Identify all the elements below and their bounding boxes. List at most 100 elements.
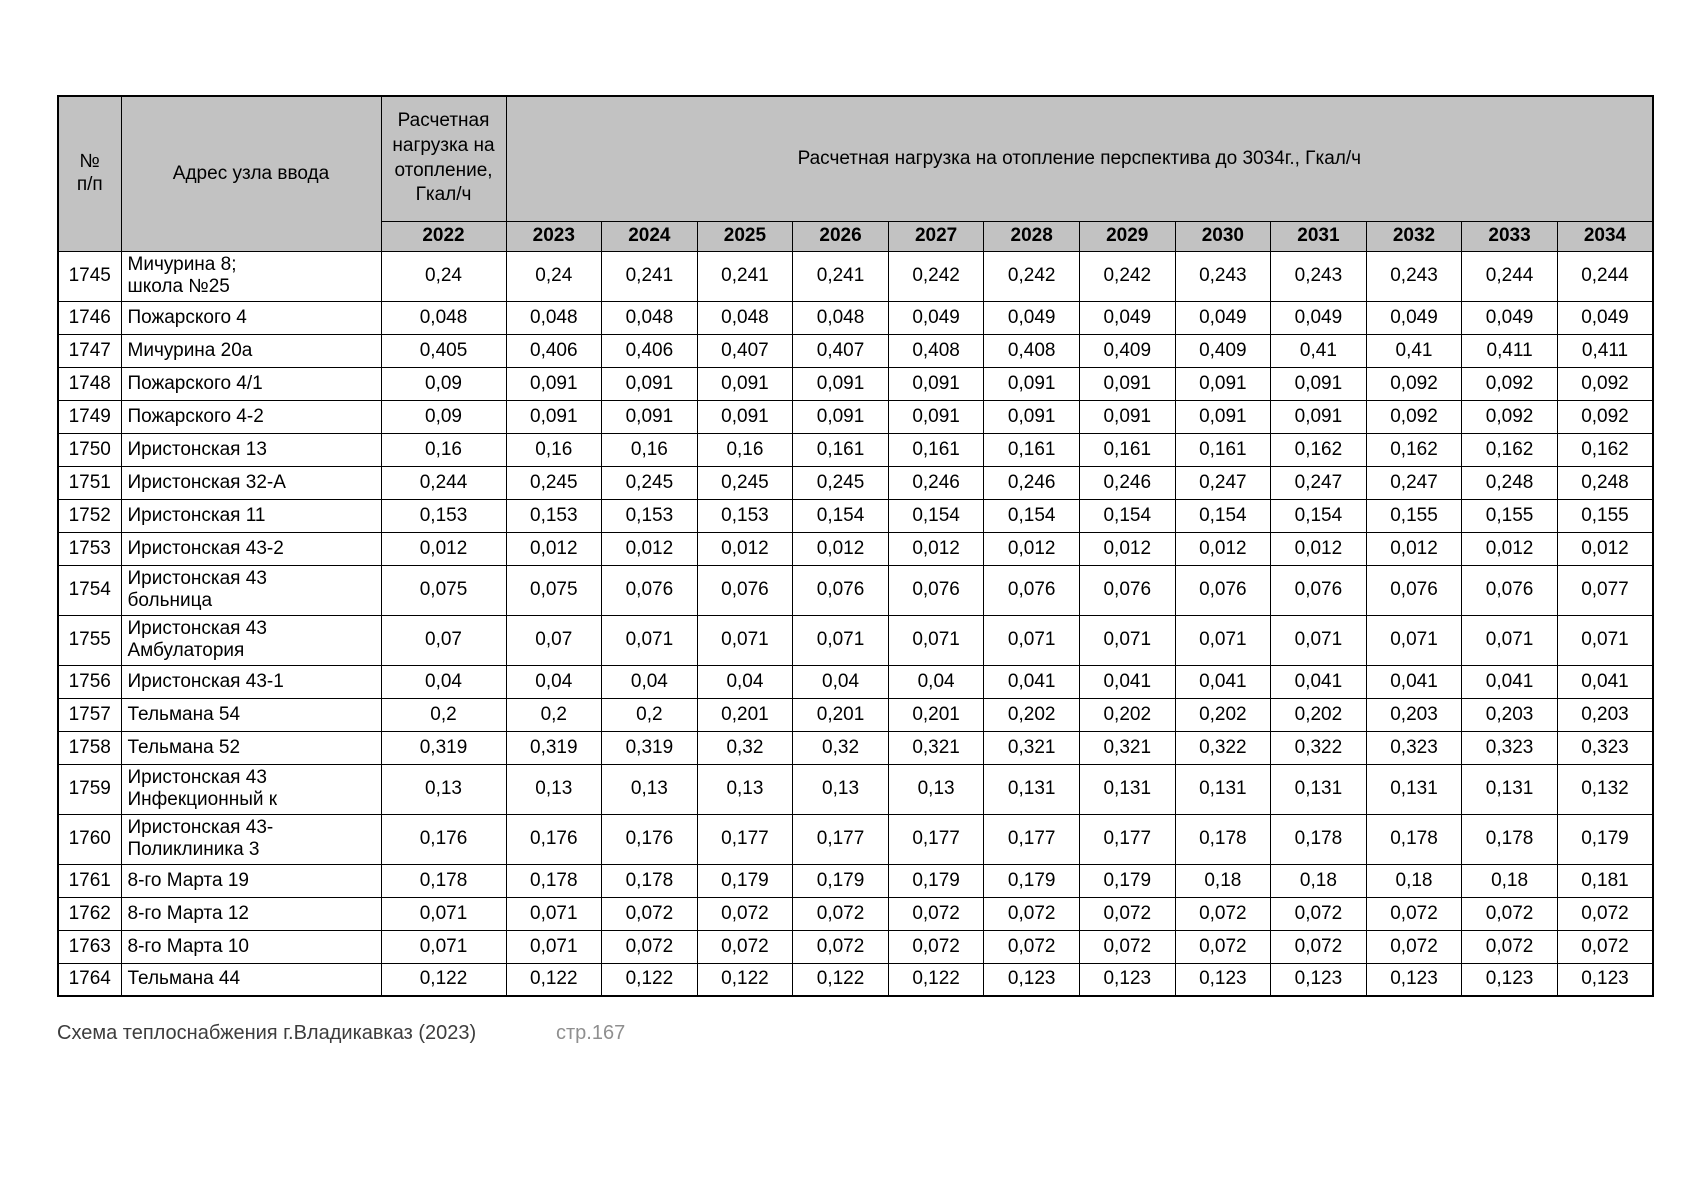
value-cell: 0,049 — [1270, 300, 1367, 335]
value-cell: 0,072 — [1270, 929, 1367, 964]
value-cell: 0,091 — [887, 366, 985, 401]
value-cell: 0,048 — [792, 300, 889, 335]
year-header: 2023 — [505, 220, 603, 252]
value-cell: 0,122 — [887, 962, 985, 997]
value-cell: 0,123 — [1270, 962, 1367, 997]
value-cell: 0,048 — [601, 300, 698, 335]
value-cell: 0,203 — [1365, 697, 1463, 732]
row-number: 1749 — [57, 399, 122, 434]
value-cell: 0,091 — [792, 366, 889, 401]
value-cell: 0,072 — [601, 929, 698, 964]
value-cell: 0,248 — [1556, 465, 1654, 500]
value-cell: 0,091 — [983, 366, 1080, 401]
table-row: 1745 Мичурина 8; школа №25 0,24 0,24 0,241 0,… — [57, 250, 1654, 302]
value-cell: 0,411 — [1556, 333, 1654, 368]
heat-load-table: № п/п Адрес узла ввода Расчетная нагрузк… — [57, 95, 1655, 997]
value-cell: 0,072 — [696, 896, 794, 931]
value-cell: 0,176 — [601, 813, 698, 865]
year-header-row: 2022 2023 2024 2025 2026 2027 2028 2029 2030 203… — [58, 220, 1654, 252]
value-cell: 0,076 — [1078, 564, 1176, 616]
value-cell: 0,407 — [696, 333, 794, 368]
value-cell: 0,154 — [983, 498, 1080, 533]
value-cell: 0,32 — [792, 730, 889, 765]
table-row: 1752 Иристонская 11 0,153 0,153 0,153 0,153 0,… — [57, 498, 1654, 533]
address-cell: Иристонская 43 больница — [120, 564, 382, 616]
value-cell: 0,241 — [601, 250, 698, 302]
value-cell: 0,246 — [983, 465, 1080, 500]
value-cell: 0,408 — [983, 333, 1080, 368]
row-number: 1756 — [57, 664, 122, 699]
value-cell: 0,077 — [1556, 564, 1654, 616]
value-cell: 0,409 — [1174, 333, 1272, 368]
value-cell: 0,24 — [380, 250, 507, 302]
value-cell: 0,154 — [1270, 498, 1367, 533]
row-number: 1755 — [57, 614, 122, 666]
value-cell: 0,154 — [887, 498, 985, 533]
value-cell: 0,012 — [887, 531, 985, 566]
value-cell: 0,323 — [1461, 730, 1558, 765]
value-cell: 0,24 — [505, 250, 603, 302]
value-cell: 0,09 — [380, 366, 507, 401]
value-cell: 0,245 — [601, 465, 698, 500]
header-address: Адрес узла ввода — [120, 95, 382, 252]
value-cell: 0,201 — [887, 697, 985, 732]
value-cell: 0,176 — [380, 813, 507, 865]
value-cell: 0,071 — [380, 929, 507, 964]
row-number: 1762 — [57, 896, 122, 931]
value-cell: 0,072 — [792, 929, 889, 964]
row-number: 1763 — [57, 929, 122, 964]
address-cell: Иристонская 11 — [120, 498, 382, 533]
value-cell: 0,091 — [1270, 399, 1367, 434]
value-cell: 0,16 — [696, 432, 794, 467]
value-cell: 0,041 — [1556, 664, 1654, 699]
value-cell: 0,012 — [1461, 531, 1558, 566]
value-cell: 0,012 — [983, 531, 1080, 566]
value-cell: 0,131 — [1174, 763, 1272, 815]
table-row: 1754 Иристонская 43 больница 0,075 0,075 0,0… — [57, 564, 1654, 616]
address-cell: Иристонская 43-2 — [120, 531, 382, 566]
value-cell: 0,179 — [1556, 813, 1654, 865]
table-row: 1764 Тельмана 44 0,122 0,122 0,122 0,122 0,122… — [57, 962, 1654, 997]
value-cell: 0,072 — [1365, 929, 1463, 964]
table-row: 1760 Иристонская 43- Поликлиника 3 0,176 0,… — [57, 813, 1654, 865]
value-cell: 0,321 — [983, 730, 1080, 765]
value-cell: 0,323 — [1365, 730, 1463, 765]
value-cell: 0,155 — [1556, 498, 1654, 533]
row-number: 1760 — [57, 813, 122, 865]
value-cell: 0,247 — [1270, 465, 1367, 500]
value-cell: 0,012 — [505, 531, 603, 566]
value-cell: 0,162 — [1556, 432, 1654, 467]
value-cell: 0,012 — [1556, 531, 1654, 566]
value-cell: 0,16 — [380, 432, 507, 467]
value-cell: 0,072 — [1461, 929, 1558, 964]
table-row: 1751 Иристонская 32-А 0,244 0,245 0,245 0,245… — [57, 465, 1654, 500]
address-cell: 8-го Марта 12 — [120, 896, 382, 931]
value-cell: 0,091 — [792, 399, 889, 434]
value-cell: 0,122 — [792, 962, 889, 997]
value-cell: 0,179 — [792, 863, 889, 898]
value-cell: 0,18 — [1461, 863, 1558, 898]
value-cell: 0,092 — [1556, 366, 1654, 401]
value-cell: 0,154 — [792, 498, 889, 533]
value-cell: 0,071 — [1078, 614, 1176, 666]
value-cell: 0,161 — [1174, 432, 1272, 467]
value-cell: 0,177 — [696, 813, 794, 865]
value-cell: 0,153 — [601, 498, 698, 533]
table-row: 1761 8-го Марта 19 0,178 0,178 0,178 0,179 0,1… — [57, 863, 1654, 898]
value-cell: 0,012 — [1078, 531, 1176, 566]
address-cell: Тельмана 52 — [120, 730, 382, 765]
address-cell: Мичурина 20а — [120, 333, 382, 368]
value-cell: 0,13 — [792, 763, 889, 815]
value-cell: 0,076 — [792, 564, 889, 616]
table-row: 1755 Иристонская 43 Амбулатория 0,07 0,07 0,… — [57, 614, 1654, 666]
value-cell: 0,13 — [505, 763, 603, 815]
value-cell: 0,406 — [601, 333, 698, 368]
value-cell: 0,049 — [983, 300, 1080, 335]
table-row: 1750 Иристонская 13 0,16 0,16 0,16 0,16 0,161 0… — [57, 432, 1654, 467]
value-cell: 0,155 — [1365, 498, 1463, 533]
value-cell: 0,248 — [1461, 465, 1558, 500]
address-cell: Иристонская 32-А — [120, 465, 382, 500]
year-header: 2034 — [1556, 220, 1654, 252]
row-number: 1764 — [57, 962, 122, 997]
